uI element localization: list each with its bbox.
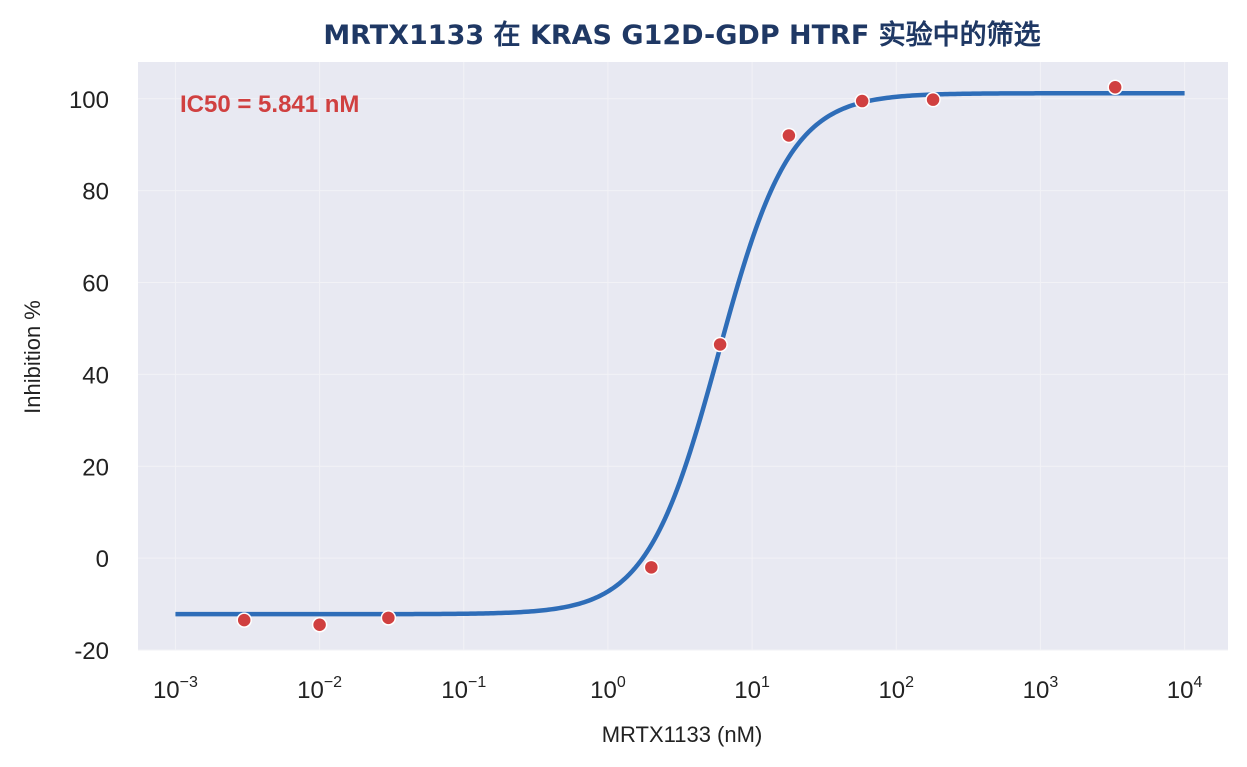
data-point — [643, 559, 660, 576]
ic50-annotation: IC50 = 5.841 nM — [180, 91, 359, 118]
y-tick-label: 0 — [96, 546, 109, 573]
y-tick-label: 20 — [82, 454, 109, 481]
y-axis-ticks: -20 0 20 40 60 80 100 — [69, 87, 109, 665]
y-tick-label: 40 — [82, 362, 109, 389]
data-point — [311, 616, 328, 633]
x-tick-label: 10−3 — [153, 674, 198, 704]
grid-lines — [138, 62, 1228, 651]
x-tick-label: 101 — [734, 674, 770, 704]
x-axis-label: MRTX1133 (nM) — [602, 722, 763, 747]
y-tick-label: 100 — [69, 87, 109, 114]
data-point — [925, 91, 941, 108]
data-point — [781, 127, 797, 144]
y-tick-label: 80 — [82, 179, 109, 206]
x-tick-label: 103 — [1023, 674, 1059, 704]
x-tick-label: 10−2 — [297, 674, 342, 704]
x-tick-label: 100 — [590, 674, 626, 704]
data-point — [380, 610, 397, 626]
data-point — [1107, 79, 1123, 96]
x-tick-label: 102 — [878, 674, 914, 704]
y-tick-label: 60 — [82, 271, 109, 298]
chart-title: MRTX1133 在 KRAS G12D-GDP HTRF 实验中的筛选 — [323, 19, 1040, 51]
x-tick-label: 10−1 — [441, 674, 486, 704]
data-points — [236, 79, 1123, 633]
x-tick-label: 104 — [1167, 674, 1203, 704]
plot-area — [138, 62, 1228, 650]
x-axis-ticks: 10−3 10−2 10−1 100 101 102 103 104 — [153, 674, 1203, 704]
data-point — [236, 612, 252, 628]
y-tick-label: -20 — [74, 638, 109, 665]
y-axis-label: Inhibition % — [20, 300, 45, 414]
data-point — [712, 336, 728, 353]
data-point — [854, 93, 870, 109]
fit-curve — [175, 90, 1185, 617]
